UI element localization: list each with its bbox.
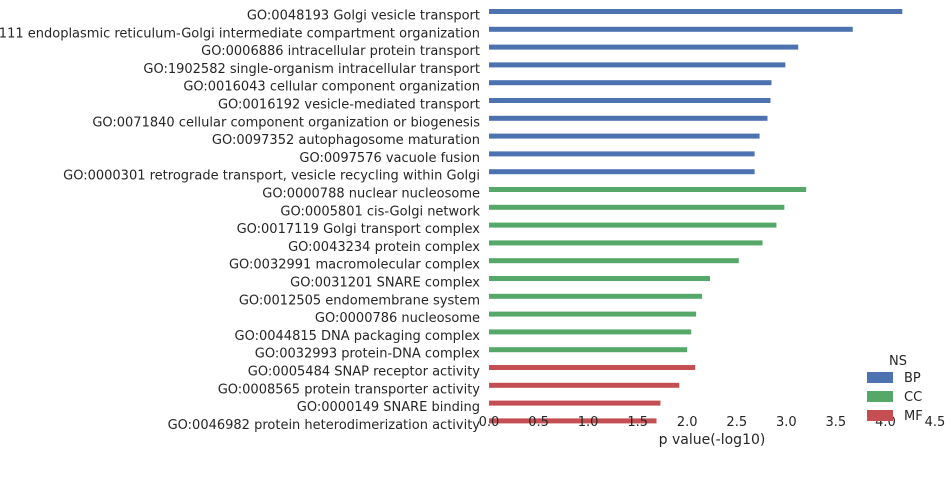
bar-bp [489,115,768,121]
x-tick-label: 4.5 [925,415,946,430]
bar-bp [489,26,853,32]
bar-mf [489,400,661,406]
x-tick-label: 2.0 [677,415,698,430]
legend-title: NS [889,354,907,369]
category-label: GO:0006886 intracellular protein transpo… [201,44,480,59]
category-label: GO:0000786 nucleosome [315,311,480,326]
category-label: GO:0012505 endomembrane system [239,293,480,308]
bar-bp [489,9,903,14]
bar-cc [489,329,692,335]
category-label: GO:0043234 protein complex [288,240,480,255]
bars-layer [489,9,903,424]
x-tick-label: 0.5 [528,415,549,430]
category-label: GO:0008565 protein transporter activity [218,382,481,397]
bar-cc [489,222,777,228]
category-label: GO:0032993 protein-DNA complex [255,347,481,362]
bar-cc [489,187,807,192]
category-label: GO:0031201 SNARE complex [290,276,480,291]
bar-bp [489,133,760,139]
bar-mf [489,382,680,388]
x-tick-label: 1.0 [578,415,599,430]
bar-cc [489,347,688,353]
bar-bp [489,151,755,157]
bar-cc [489,276,711,281]
category-label: GO:0016043 cellular component organizati… [183,80,480,95]
category-label: GO:0044815 DNA packaging complex [235,329,481,344]
x-tick-label: 2.5 [726,415,747,430]
bar-bp [489,44,799,50]
x-tick-label: 3.5 [826,415,847,430]
bar-mf [489,418,657,424]
legend-swatch-mf [867,410,893,421]
bar-bp [489,98,771,103]
bar-cc [489,293,703,299]
bar-bp [489,80,772,86]
category-label: GO:0046982 protein heterodimerization ac… [168,418,481,433]
category-label: GO:0097352 autophagosome maturation [212,133,480,148]
category-labels-layer: GO:0048193 Golgi vesicle transport GO:009… [0,9,480,433]
bar-cc [489,258,739,264]
bar-bp [489,169,755,175]
category-label: GO:0000301 retrograde transport, vesicle… [63,169,480,184]
bar-cc [489,311,697,317]
category-label: GO:0016192 vesicle-mediated transport [218,98,480,113]
legend: NS BP CC MF [867,354,923,424]
x-tick-labels-layer: 0.0 0.5 1.0 1.5 2.0 2.5 3.0 3.5 4.0 4.5 [479,415,946,430]
x-axis-label: p value(-log10) [659,432,766,448]
legend-swatch-cc [867,391,893,402]
category-label: GO:1902582 single-organism intracellular… [143,62,480,77]
bar-cc [489,240,763,246]
category-label: GO:0071840 cellular component organizati… [92,115,480,130]
x-tick-label: 3.0 [776,415,797,430]
category-label: GO:0097111 endoplasmic reticulum-Golgi i… [0,26,480,41]
legend-label-cc: CC [904,390,922,405]
category-label: GO:0097576 vacuole fusion [299,151,480,166]
category-label: GO:0000788 nuclear nucleosome [262,187,480,202]
x-tick-label: 1.5 [627,415,648,430]
category-label: GO:0017119 Golgi transport complex [237,222,481,237]
legend-label-mf: MF [904,409,923,424]
category-label: GO:0000149 SNARE binding [297,400,480,415]
category-label: GO:0005484 SNAP receptor activity [248,365,481,380]
bar-cc [489,204,785,210]
category-label: GO:0032991 macromolecular complex [229,258,480,273]
x-tick-label: 0.0 [479,415,500,430]
category-label: GO:0048193 Golgi vesicle transport [247,9,480,24]
legend-swatch-bp [867,372,893,383]
bar-bp [489,62,786,68]
category-label: GO:0005801 cis-Golgi network [280,204,480,219]
legend-label-bp: BP [904,371,921,386]
bar-mf [489,365,696,370]
